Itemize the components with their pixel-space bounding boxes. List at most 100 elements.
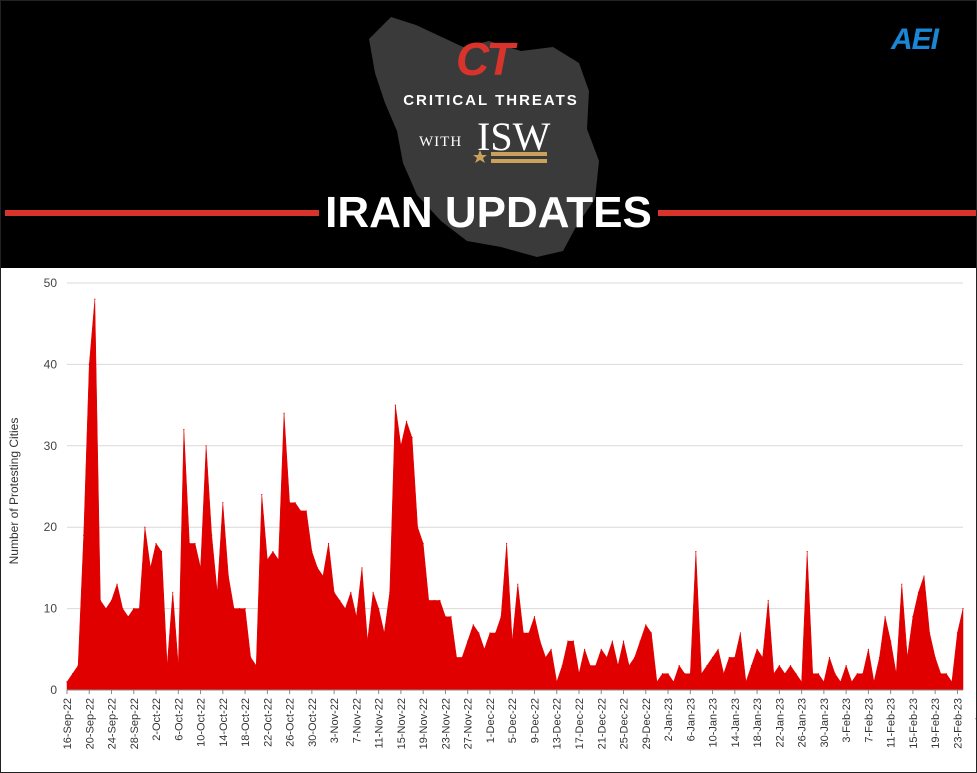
data-point: [962, 608, 964, 610]
data-point: [99, 599, 101, 602]
x-tick-label: 24-Sep-22: [107, 698, 119, 749]
data-point: [839, 681, 842, 683]
data-point: [917, 591, 920, 593]
data-point: [745, 681, 747, 683]
with-label: WITH: [419, 134, 463, 150]
data-point: [912, 616, 914, 618]
data-point: [327, 542, 330, 545]
data-point: [684, 673, 686, 675]
data-point: [834, 673, 836, 675]
data-point: [149, 567, 152, 569]
data-point: [556, 681, 558, 683]
data-point: [678, 664, 680, 667]
y-tick-label: 0: [50, 683, 57, 697]
data-point: [689, 673, 691, 675]
title-rule-left: [5, 210, 319, 216]
data-point: [233, 608, 235, 610]
x-tick-label: 21-Dec-22: [596, 698, 608, 749]
data-point: [478, 632, 480, 634]
x-tick-label: 18-Oct-22: [240, 698, 252, 747]
data-point: [784, 673, 786, 675]
x-tick-label: 16-Sep-22: [62, 698, 74, 749]
data-point: [695, 551, 697, 553]
x-tick-label: 3-Feb-23: [841, 698, 853, 743]
data-point: [628, 664, 630, 667]
x-tick-label: 7-Feb-23: [863, 698, 875, 743]
data-point: [77, 664, 79, 667]
data-point: [411, 437, 413, 439]
data-point: [750, 664, 753, 667]
x-tick-label: 22-Oct-22: [262, 698, 274, 747]
data-point: [266, 559, 268, 561]
data-point: [177, 664, 179, 667]
data-point: [773, 673, 775, 675]
x-tick-label: 26-Jan-23: [797, 698, 809, 748]
data-point: [500, 616, 502, 618]
data-point: [667, 673, 669, 675]
data-point: [428, 599, 430, 602]
data-point: [845, 664, 847, 667]
data-point: [422, 542, 424, 545]
data-point: [723, 673, 725, 675]
data-point: [400, 445, 402, 447]
x-tick-label: 7-Nov-22: [351, 698, 363, 743]
y-tick-label: 30: [44, 439, 58, 453]
data-point: [778, 664, 780, 667]
x-tick-label: 28-Sep-22: [129, 698, 141, 749]
data-point: [661, 673, 664, 675]
data-point: [934, 656, 936, 659]
x-tick-label: 29-Dec-22: [641, 698, 653, 749]
data-point: [366, 640, 369, 642]
data-point: [828, 656, 831, 659]
aei-logo: AEI: [891, 23, 939, 56]
data-point: [851, 681, 853, 683]
data-point: [895, 673, 897, 675]
data-point: [728, 656, 730, 659]
data-point: [439, 599, 441, 602]
page-title: IRAN UPDATES: [325, 188, 652, 237]
protest-area-chart: 0 10 20 30 40 50 16-Sep-22 20-Sep-22 24-Sep-22 28…: [44, 276, 976, 749]
y-tick-label: 40: [44, 357, 58, 371]
data-point: [383, 632, 385, 634]
data-point: [116, 583, 118, 585]
data-point: [650, 632, 652, 634]
data-point: [172, 591, 174, 593]
data-point: [472, 624, 474, 626]
brand-name: CRITICAL THREATS: [403, 92, 579, 109]
header-banner: CT CRITICAL THREATS WITH ISW IRAN UPDATE…: [1, 1, 976, 268]
x-tick-label: 25-Dec-22: [619, 698, 631, 749]
data-point: [238, 608, 241, 610]
x-tick-label: 6-Jan-23: [685, 698, 697, 741]
x-tick-label: 10-Jan-23: [708, 698, 720, 748]
data-point: [578, 673, 580, 675]
data-point: [211, 534, 213, 536]
data-point: [183, 428, 185, 431]
x-tick-label: 15-Feb-23: [908, 698, 920, 749]
x-tick-label: 30-Oct-22: [307, 698, 319, 747]
x-tick-label: 5-Dec-22: [507, 698, 519, 743]
data-point: [545, 656, 547, 659]
chart-area: 0 10 20 30 40 50 16-Sep-22 20-Sep-22 24-Sep-22 28…: [1, 268, 976, 772]
y-tick-label: 10: [44, 602, 58, 616]
data-point: [417, 526, 419, 528]
iran-map-silhouette: [369, 17, 599, 257]
data-point: [489, 632, 491, 634]
data-point: [528, 632, 530, 634]
data-point: [873, 681, 875, 683]
x-tick-label: 14-Jan-23: [730, 698, 742, 748]
x-tick-label: 15-Nov-22: [396, 698, 408, 749]
isw-logo: ISW: [477, 114, 551, 159]
data-point: [194, 542, 196, 545]
data-point: [522, 632, 524, 634]
data-point: [567, 640, 569, 642]
ct-logo: CT: [456, 33, 514, 85]
data-point: [261, 494, 263, 496]
x-tick-label: 11-Feb-23: [886, 698, 898, 748]
data-point: [138, 608, 140, 610]
data-point: [533, 616, 536, 618]
data-point: [789, 664, 792, 667]
data-point: [188, 542, 191, 545]
data-point: [517, 583, 519, 585]
data-point: [494, 632, 497, 634]
data-point: [283, 412, 285, 414]
